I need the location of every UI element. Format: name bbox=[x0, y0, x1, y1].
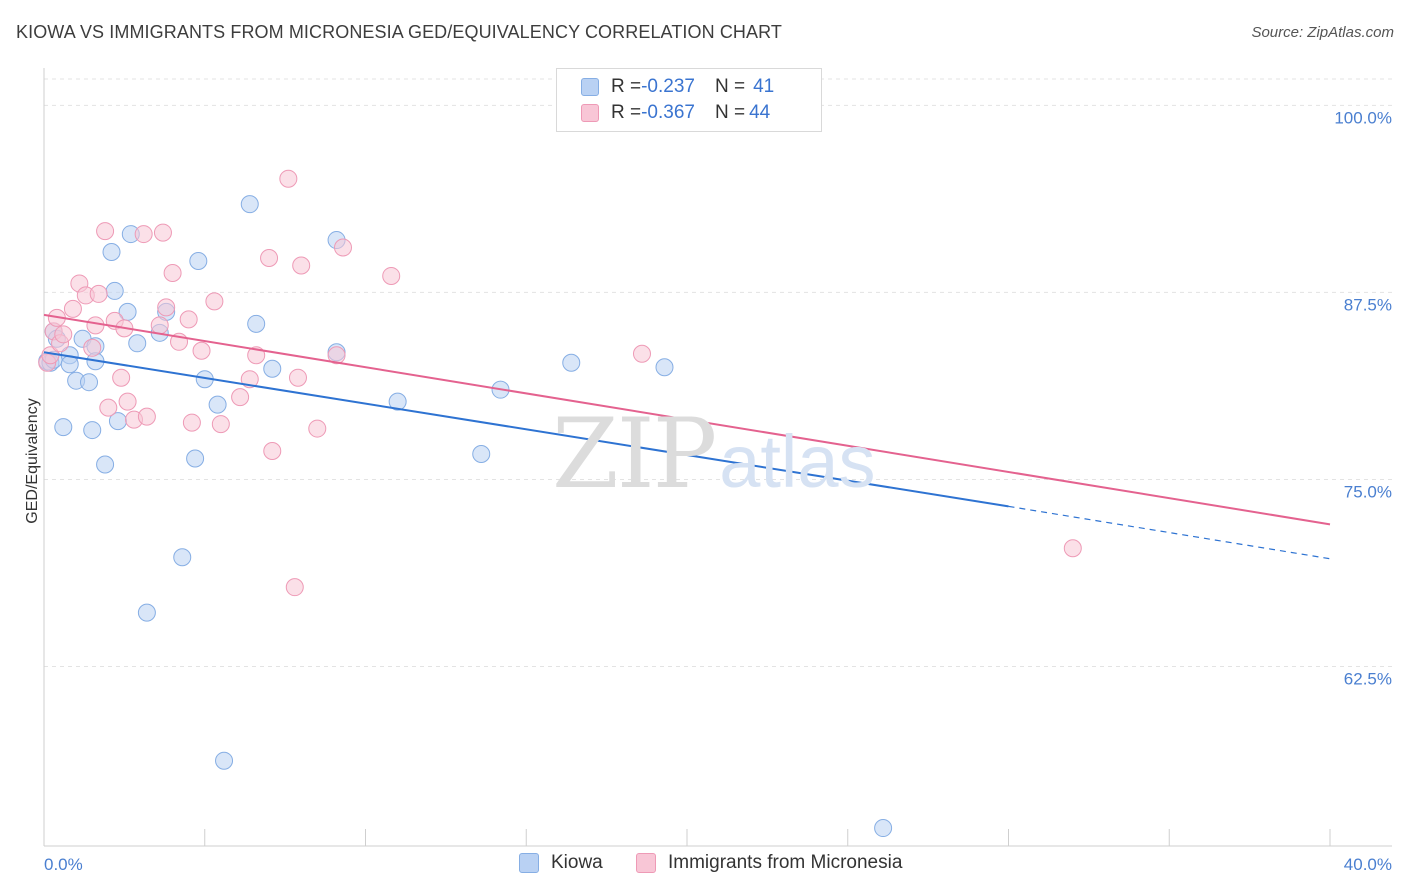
micronesia-point bbox=[112, 368, 131, 387]
legend-r-value: -0.237 bbox=[641, 76, 695, 97]
kiowa-point bbox=[128, 334, 147, 353]
micronesia-point bbox=[632, 344, 651, 363]
micronesia-trend-line bbox=[43, 313, 1331, 526]
micronesia-point bbox=[99, 398, 118, 417]
legend-swatch-micronesia bbox=[581, 104, 599, 122]
legend-r-label: R = bbox=[611, 76, 642, 97]
y-tick-label: 62.5% bbox=[1344, 669, 1392, 688]
y-axis-label: GED/Equivalency bbox=[24, 398, 41, 523]
kiowa-trend-line bbox=[43, 351, 1009, 508]
micronesia-point bbox=[63, 299, 82, 318]
kiowa-point bbox=[105, 281, 124, 300]
bottom-legend-swatch-kiowa bbox=[519, 853, 539, 873]
series-micronesia-points bbox=[38, 169, 1082, 597]
micronesia-point bbox=[285, 578, 304, 597]
micronesia-point bbox=[179, 310, 198, 329]
legend-row-micronesia: R = -0.367 N = 44 bbox=[581, 101, 770, 125]
kiowa-point bbox=[388, 392, 407, 411]
micronesia-point bbox=[86, 316, 105, 335]
micronesia-point bbox=[89, 284, 108, 303]
micronesia-point bbox=[83, 338, 102, 357]
bottom-legend-label-micronesia: Immigrants from Micronesia bbox=[668, 852, 903, 873]
legend-n-value: 44 bbox=[749, 102, 771, 123]
kiowa-point bbox=[83, 421, 102, 440]
kiowa-point bbox=[263, 359, 282, 378]
y-tick-label: 87.5% bbox=[1344, 295, 1392, 314]
kiowa-point bbox=[215, 751, 234, 770]
kiowa-point bbox=[874, 819, 893, 838]
axes bbox=[43, 68, 1392, 847]
kiowa-point bbox=[189, 252, 208, 271]
x-tick-label-min: 0.0% bbox=[44, 855, 83, 874]
legend-n-value: 41 bbox=[753, 76, 775, 97]
micronesia-point bbox=[163, 263, 182, 282]
micronesia-point bbox=[54, 325, 73, 344]
legend-swatch-kiowa bbox=[581, 78, 599, 96]
micronesia-point bbox=[333, 238, 352, 257]
legend-row-kiowa: R = -0.237 N = 41 bbox=[581, 75, 774, 99]
micronesia-point bbox=[96, 222, 115, 241]
kiowa-point bbox=[186, 449, 205, 468]
micronesia-point bbox=[192, 341, 211, 360]
micronesia-point bbox=[382, 266, 401, 285]
kiowa-trend-extension bbox=[1008, 505, 1331, 560]
kiowa-point bbox=[96, 455, 115, 474]
kiowa-point bbox=[240, 195, 259, 214]
kiowa-point bbox=[137, 603, 156, 622]
micronesia-point bbox=[1063, 539, 1082, 558]
kiowa-point bbox=[54, 418, 73, 437]
micronesia-point bbox=[150, 316, 169, 335]
bottom-legend-micronesia: Immigrants from Micronesia bbox=[636, 852, 902, 874]
micronesia-point bbox=[137, 407, 156, 426]
micronesia-point bbox=[240, 370, 259, 389]
y-tick-label: 75.0% bbox=[1344, 482, 1392, 501]
legend-n-label: N = bbox=[714, 76, 746, 97]
legend-r-label: R = bbox=[611, 102, 642, 123]
kiowa-point bbox=[208, 395, 227, 414]
source-label: Source: ZipAtlas.com bbox=[1251, 24, 1394, 41]
micronesia-point bbox=[231, 388, 250, 407]
kiowa-point bbox=[247, 314, 266, 333]
micronesia-point bbox=[288, 368, 307, 387]
kiowa-point bbox=[102, 243, 121, 262]
correlation-legend: R = -0.237 N = 41 R = -0.367 N = 44 bbox=[556, 68, 822, 132]
micronesia-point bbox=[292, 256, 311, 275]
x-axis-tick-labels: 0.0% 40.0% bbox=[44, 855, 1392, 874]
micronesia-point bbox=[263, 442, 282, 461]
kiowa-point bbox=[173, 548, 192, 567]
micronesia-point bbox=[134, 225, 153, 244]
kiowa-point bbox=[655, 358, 674, 377]
micronesia-point bbox=[211, 415, 230, 434]
y-tick-label: 100.0% bbox=[1334, 108, 1392, 127]
micronesia-point bbox=[260, 249, 279, 268]
bottom-legend-kiowa: Kiowa bbox=[519, 852, 603, 874]
kiowa-point bbox=[472, 445, 491, 464]
x-axis-ticks bbox=[204, 829, 1331, 846]
micronesia-point bbox=[157, 298, 176, 317]
legend-r-value: -0.367 bbox=[641, 102, 695, 123]
chart-title: KIOWA VS IMMIGRANTS FROM MICRONESIA GED/… bbox=[16, 22, 783, 42]
x-tick-label-max: 40.0% bbox=[1344, 855, 1392, 874]
bottom-legend-label-kiowa: Kiowa bbox=[551, 852, 603, 873]
micronesia-point bbox=[182, 413, 201, 432]
kiowa-point bbox=[80, 373, 99, 392]
micronesia-point bbox=[205, 292, 224, 311]
trend-lines bbox=[43, 313, 1331, 560]
legend-n-label: N = bbox=[714, 102, 746, 123]
micronesia-point bbox=[118, 392, 137, 411]
micronesia-point bbox=[327, 346, 346, 365]
micronesia-point bbox=[308, 419, 327, 438]
kiowa-point bbox=[562, 353, 581, 372]
bottom-legend-swatch-micronesia bbox=[636, 853, 656, 873]
y-axis-tick-labels: 62.5% 75.0% 87.5% 100.0% bbox=[1334, 108, 1392, 688]
micronesia-point bbox=[153, 223, 172, 242]
micronesia-point bbox=[279, 169, 298, 188]
